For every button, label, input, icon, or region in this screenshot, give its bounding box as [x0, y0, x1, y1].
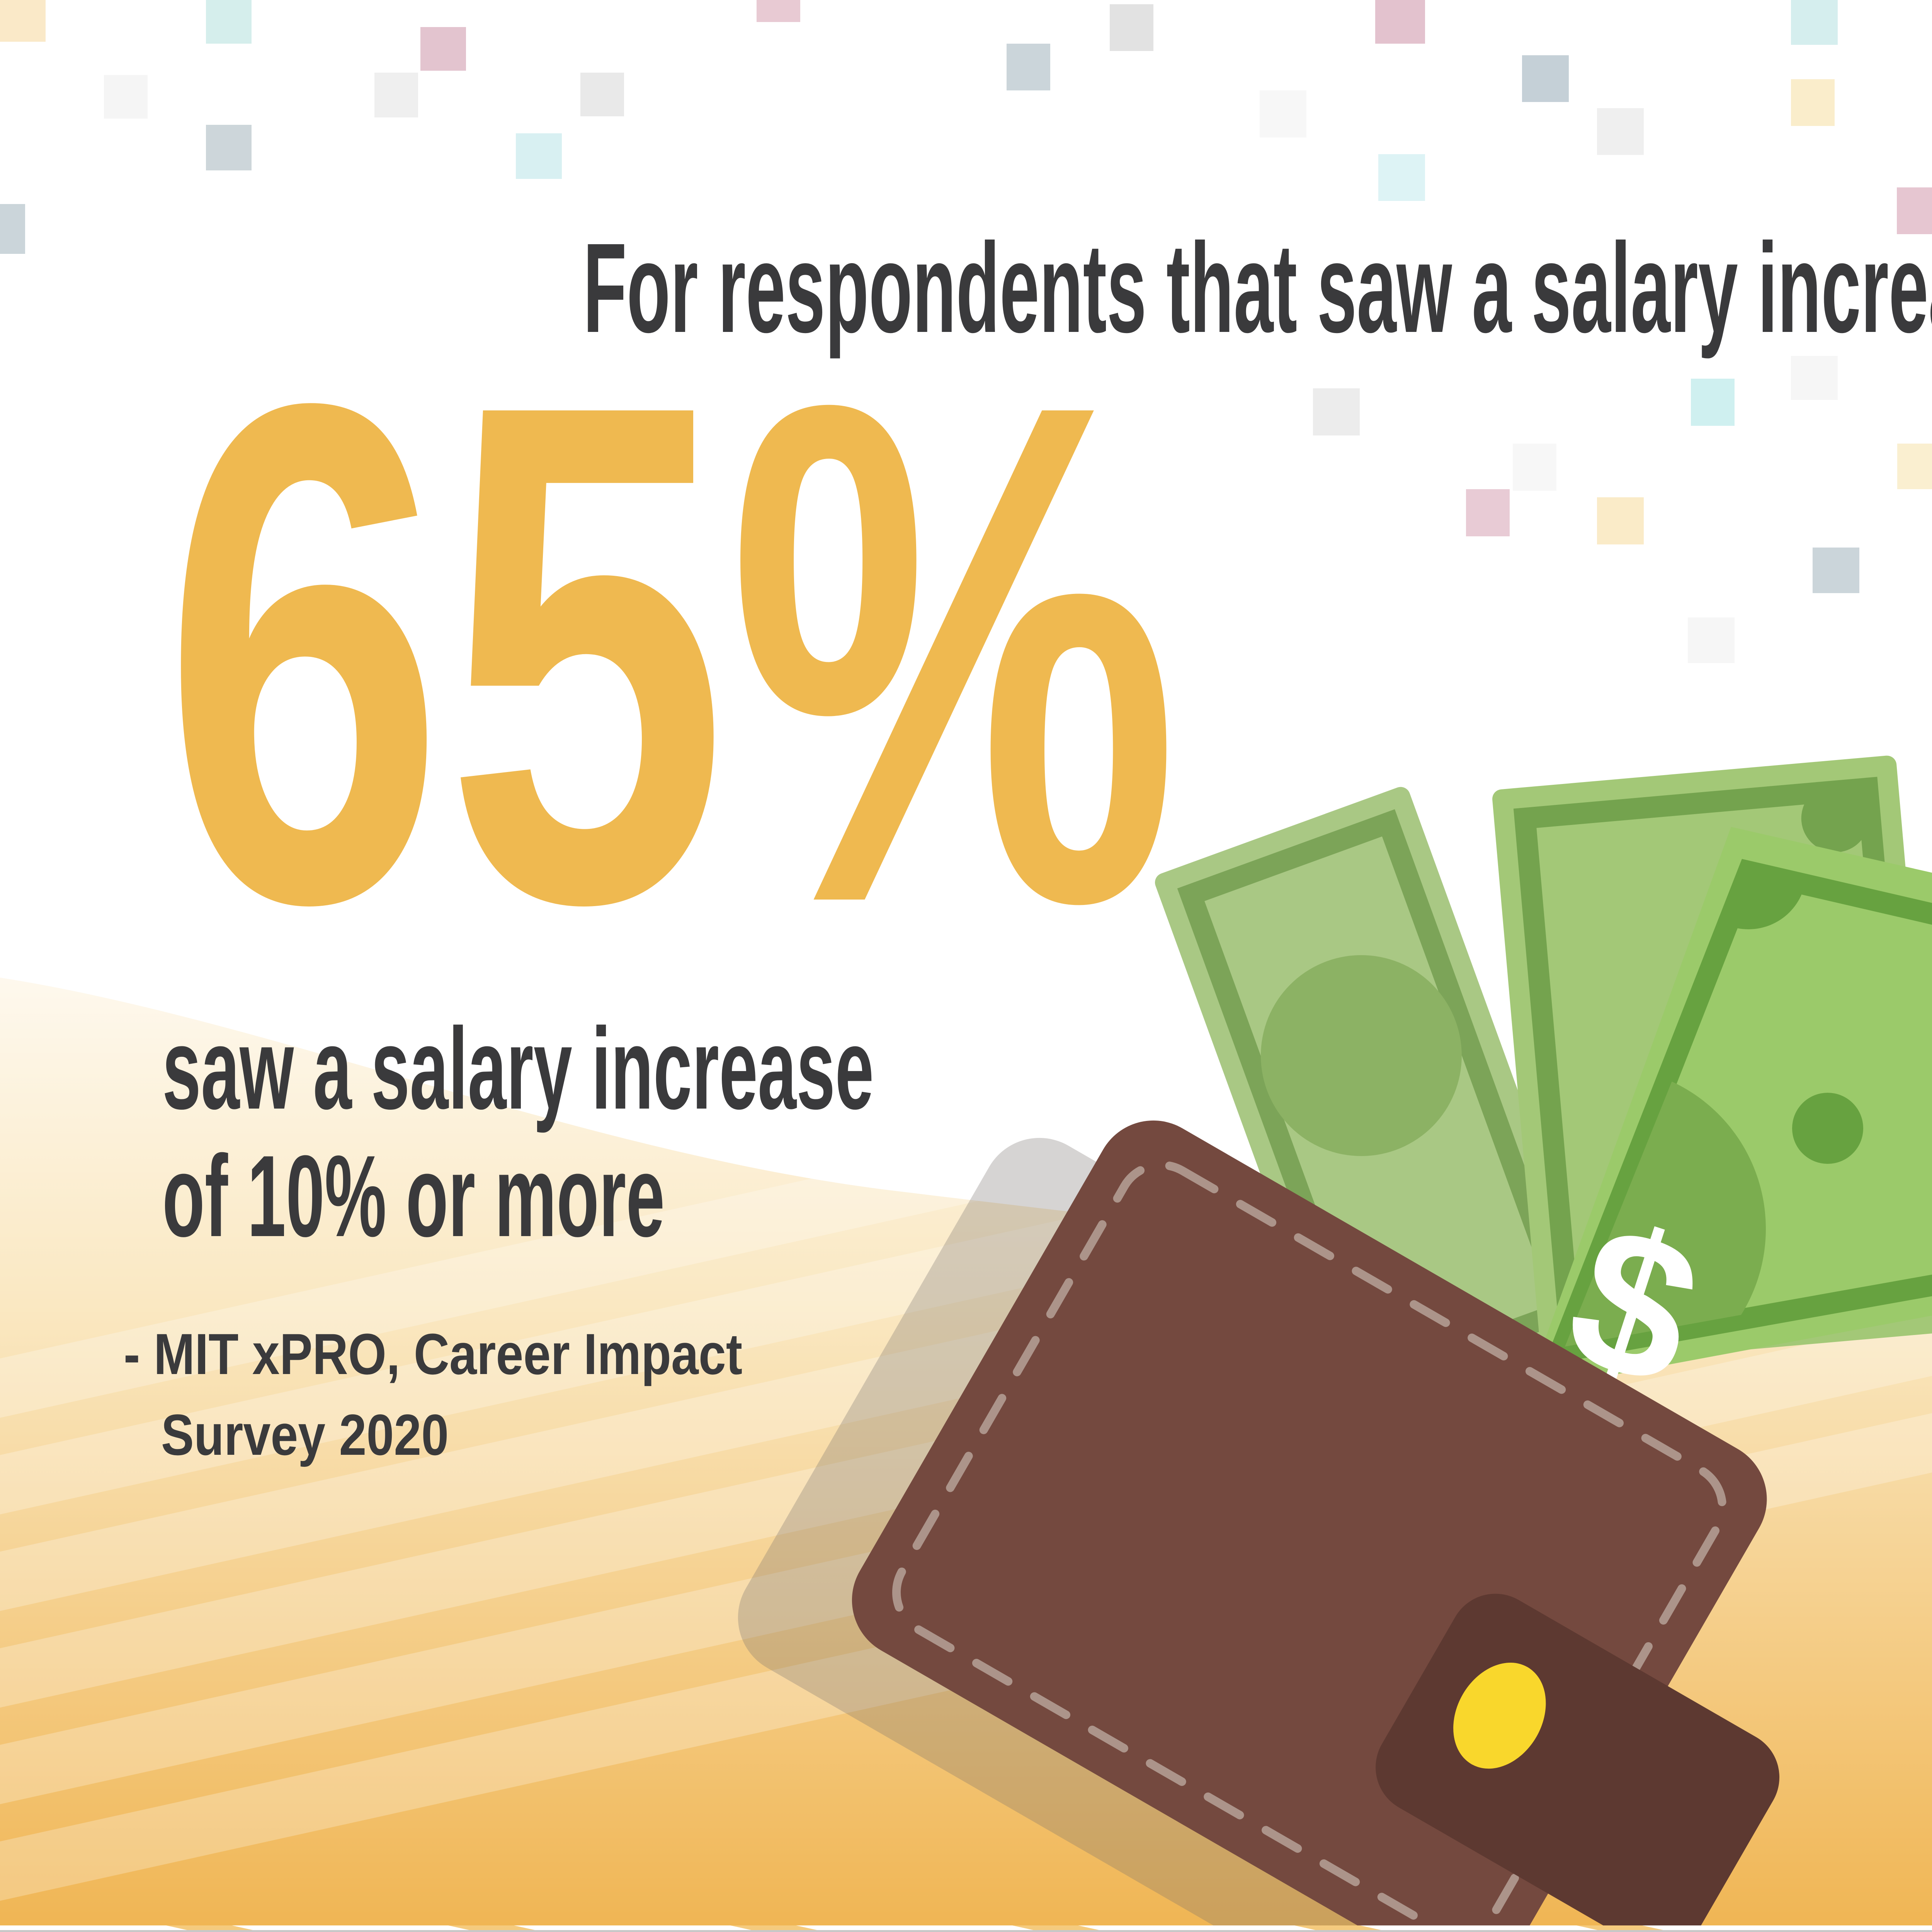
confetti-square — [0, 204, 25, 254]
bottom-strip — [0, 1925, 1932, 1932]
attribution: - MIT xPRO, Career Impact Survey 2020 — [124, 1314, 742, 1475]
confetti-square — [1260, 90, 1306, 138]
confetti-square — [1897, 187, 1932, 234]
headline: For respondents that saw a salary increa… — [0, 224, 1932, 352]
confetti-square — [1522, 55, 1569, 102]
confetti-square — [1691, 379, 1735, 426]
confetti-square — [104, 75, 148, 119]
bill-corner-dot — [1792, 1093, 1863, 1164]
attribution-line1: - MIT xPRO, Career Impact — [124, 1321, 743, 1386]
confetti-square — [516, 133, 562, 179]
confetti-square — [1597, 497, 1644, 544]
confetti-square — [1313, 388, 1360, 435]
confetti-square — [1375, 0, 1425, 44]
clasp-button — [1453, 1663, 1546, 1769]
confetti-square — [420, 27, 466, 71]
confetti-square — [206, 125, 252, 170]
confetti-square — [374, 73, 418, 117]
attribution-line2: Survey 2020 — [161, 1402, 449, 1467]
confetti-square — [0, 0, 46, 42]
confetti-square — [1378, 154, 1425, 201]
confetti-square — [206, 0, 252, 44]
confetti-square — [1897, 444, 1932, 489]
subtext-line1: saw a salary increase — [162, 1003, 874, 1133]
confetti-square — [1007, 44, 1050, 90]
headline-text: For respondents that saw a salary increa… — [583, 216, 1932, 359]
confetti-square — [1688, 617, 1735, 663]
confetti-square — [1791, 356, 1838, 400]
confetti-square — [580, 73, 624, 116]
money-bill-front — [1526, 827, 1932, 1391]
confetti-square — [1791, 79, 1835, 126]
stat-value: 65% — [162, 256, 1180, 1050]
confetti-square — [1791, 0, 1838, 45]
confetti-square — [1110, 4, 1153, 51]
confetti-square — [1466, 489, 1510, 536]
confetti-square — [1513, 444, 1556, 491]
subtext: saw a salary increase of 10% or more — [162, 1005, 874, 1260]
confetti-square — [1597, 108, 1644, 155]
confetti-square — [757, 0, 800, 22]
confetti-square — [1813, 548, 1859, 593]
wallet-illustration — [852, 1120, 1780, 1932]
subtext-line2: of 10% or more — [162, 1131, 665, 1261]
